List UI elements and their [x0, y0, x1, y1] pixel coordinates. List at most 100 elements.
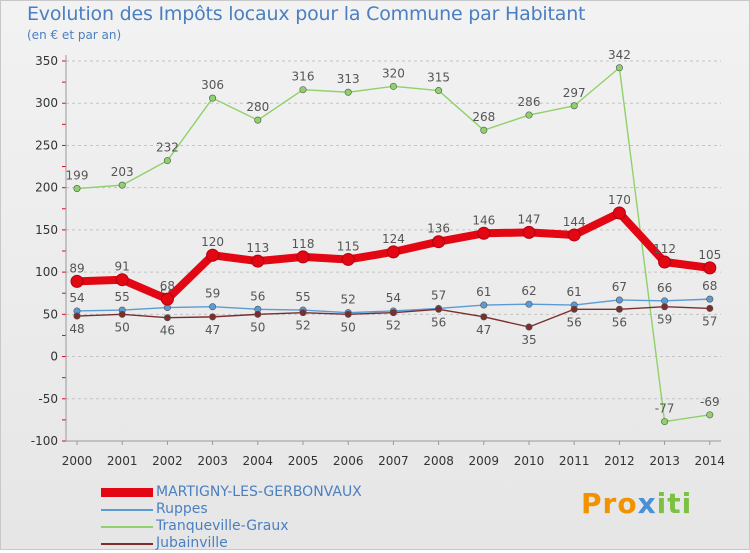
data-label: 62: [521, 284, 536, 298]
data-label: 203: [111, 165, 134, 179]
x-tick-label: 2007: [378, 454, 409, 468]
x-tick-label: 2009: [469, 454, 500, 468]
data-point: [615, 64, 623, 72]
x-tick-label: 2001: [107, 454, 138, 468]
legend-swatch-martigny: [101, 488, 153, 497]
data-label: 91: [115, 260, 130, 274]
data-label: 286: [518, 95, 541, 109]
data-label: 55: [115, 290, 130, 304]
data-point: [661, 297, 669, 305]
data-point: [480, 126, 488, 134]
data-label: 56: [567, 315, 582, 329]
data-label: 112: [653, 242, 676, 256]
data-label: 316: [292, 70, 315, 84]
legend-label-martigny: MARTIGNY-LES-GERBONVAUX: [156, 484, 362, 500]
x-tick-label: 2013: [649, 454, 680, 468]
data-label: 268: [472, 110, 495, 124]
data-label: 59: [657, 313, 672, 327]
data-label: 170: [608, 193, 631, 207]
data-label: 52: [295, 319, 310, 333]
x-tick-label: 2000: [62, 454, 93, 468]
data-point: [435, 87, 443, 95]
chart-title: Evolution des Impôts locaux pour la Comm…: [27, 3, 586, 25]
data-point: [254, 310, 262, 318]
data-point: [209, 313, 217, 321]
data-point: [73, 185, 81, 193]
y-tick-label: 300: [35, 96, 58, 110]
legend-label-jubainville: Jubainville: [156, 535, 228, 551]
data-label: 52: [341, 293, 356, 307]
data-point: [254, 116, 262, 124]
data-point: [296, 250, 310, 264]
data-point: [612, 206, 626, 220]
data-label: 136: [427, 222, 450, 236]
data-point: [525, 300, 533, 308]
data-label: 280: [246, 100, 269, 114]
data-point: [658, 255, 672, 269]
x-tick-label: 2005: [288, 454, 319, 468]
data-point: [115, 273, 129, 287]
data-label: 113: [246, 241, 269, 255]
data-label: 89: [69, 261, 84, 275]
x-tick-label: 2002: [152, 454, 183, 468]
legend-label-ruppes: Ruppes: [156, 501, 208, 517]
data-label: 67: [612, 280, 627, 294]
data-label: 199: [66, 169, 89, 183]
data-label: 56: [250, 289, 265, 303]
data-point: [344, 310, 352, 318]
y-tick-label: 250: [35, 138, 58, 152]
data-label: 68: [702, 279, 717, 293]
data-point: [209, 94, 217, 102]
data-point: [160, 292, 174, 306]
data-label: 61: [476, 285, 491, 299]
data-label: 342: [608, 48, 631, 62]
data-label: 52: [386, 319, 401, 333]
data-label: 306: [201, 78, 224, 92]
data-label: 50: [341, 320, 356, 334]
y-tick-label: 150: [35, 223, 58, 237]
legend-swatch-tranqueville: [101, 526, 153, 528]
data-label: 147: [518, 212, 541, 226]
data-point: [706, 295, 714, 303]
data-label: 315: [427, 71, 450, 85]
data-point: [570, 305, 578, 313]
data-label: 35: [521, 333, 536, 347]
x-tick-label: 2004: [243, 454, 274, 468]
data-point: [344, 88, 352, 96]
x-tick-label: 2003: [197, 454, 228, 468]
data-point: [341, 252, 355, 266]
x-tick-label: 2010: [514, 454, 545, 468]
data-point: [567, 228, 581, 242]
data-label: -69: [700, 395, 720, 409]
data-label: -77: [655, 402, 675, 416]
data-label: 115: [337, 239, 360, 253]
x-tick-label: 2011: [559, 454, 590, 468]
proxiti-logo: Proxiti: [581, 487, 693, 520]
data-point: [435, 305, 443, 313]
data-label: 56: [431, 315, 446, 329]
data-point: [118, 310, 126, 318]
data-label: 48: [69, 322, 84, 336]
data-label: 68: [160, 279, 175, 293]
data-point: [70, 274, 84, 288]
data-point: [525, 111, 533, 119]
data-label: 146: [472, 213, 495, 227]
data-point: [206, 248, 220, 262]
data-label: 55: [295, 290, 310, 304]
data-label: 54: [69, 291, 84, 305]
data-label: 46: [160, 324, 175, 338]
chart-subtitle: (en € et par an): [27, 28, 122, 42]
data-label: 105: [698, 248, 721, 262]
data-label: 297: [563, 86, 586, 100]
legend-label-tranqueville: Tranqueville-Graux: [156, 518, 289, 534]
x-tick-label: 2006: [333, 454, 364, 468]
data-label: 47: [476, 323, 491, 337]
y-tick-label: 0: [50, 350, 58, 364]
data-point: [389, 309, 397, 317]
legend-swatch-ruppes: [101, 509, 153, 511]
data-label: 50: [250, 320, 265, 334]
y-tick-label: 50: [43, 307, 58, 321]
data-point: [661, 303, 669, 311]
